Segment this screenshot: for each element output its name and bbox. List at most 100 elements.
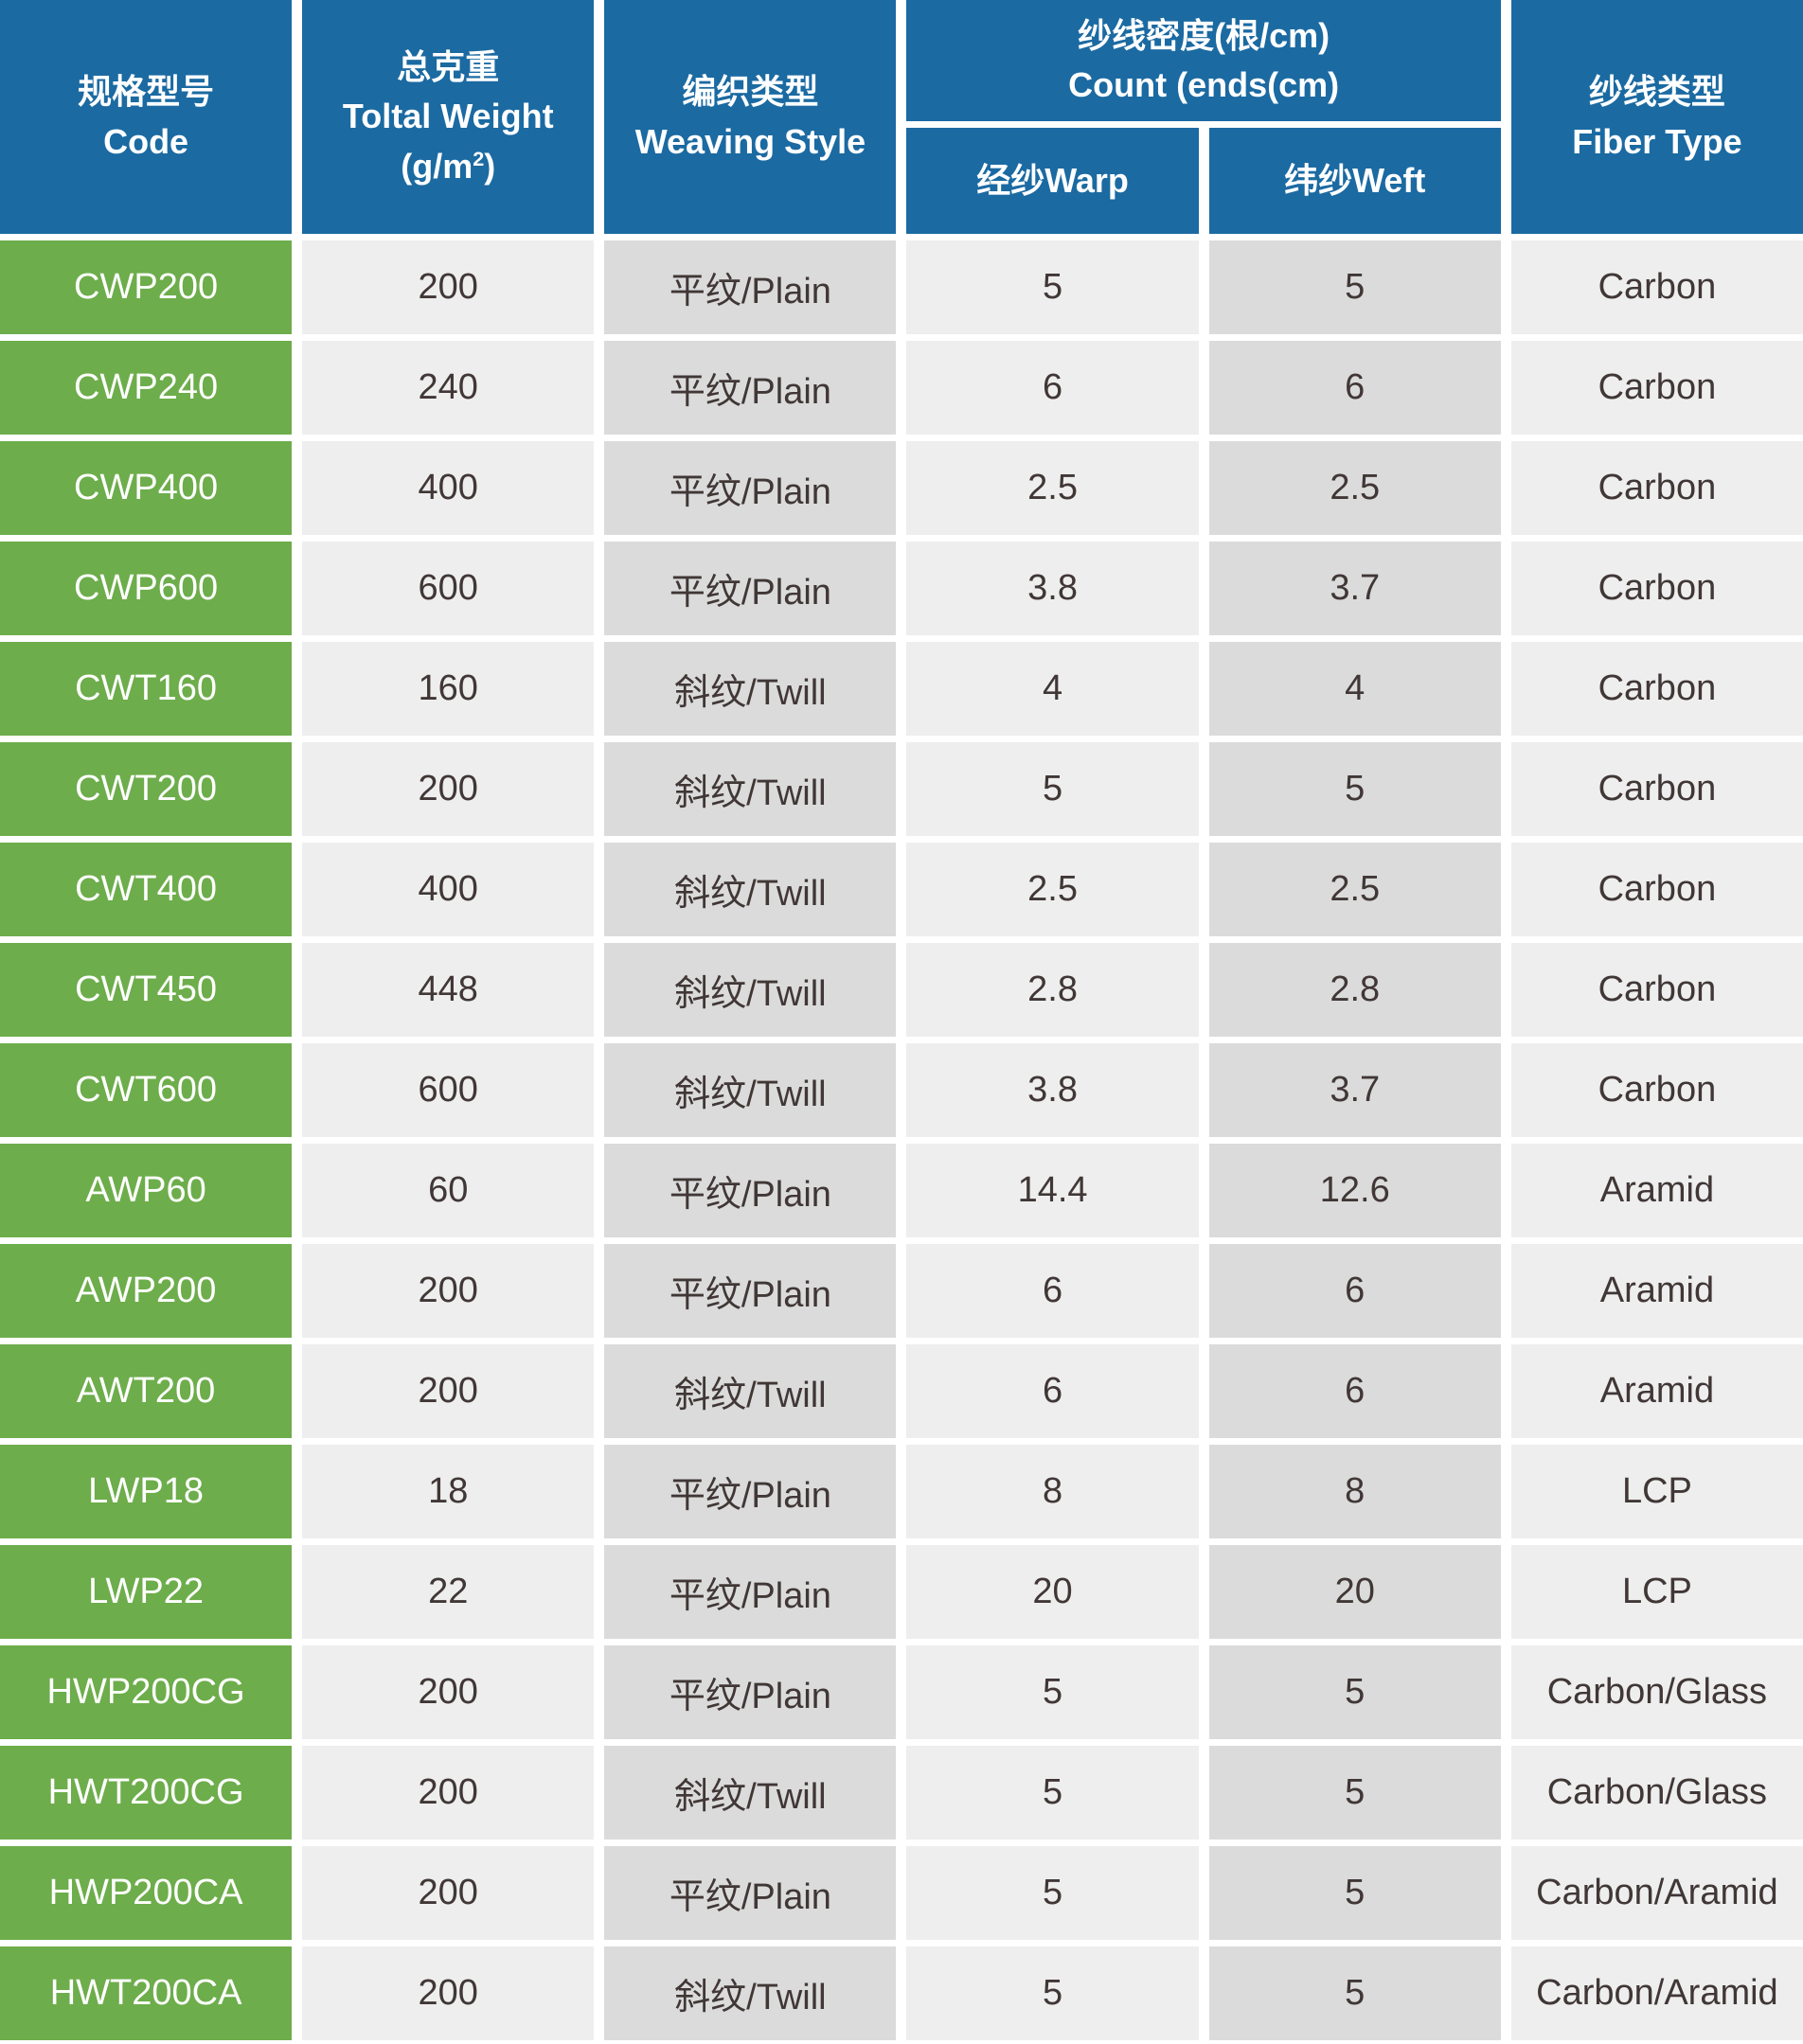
header-count-en: Count (ends(cm) <box>1068 65 1340 104</box>
weft-cell: 5 <box>1208 1846 1501 1940</box>
weft-cell: 8 <box>1208 1445 1501 1538</box>
header-weaving-style: 编织类型 Weaving Style <box>604 0 897 234</box>
header-warp-label: 经纱Warp <box>976 160 1129 200</box>
weft-cell: 5 <box>1208 240 1501 334</box>
fiber-cell: Carbon/Glass <box>1510 1645 1803 1739</box>
code-cell: CWT600 <box>0 1043 293 1137</box>
fiber-cell: Carbon <box>1510 742 1803 836</box>
code-cell: CWP600 <box>0 542 293 635</box>
weft-cell: 5 <box>1208 1946 1501 2040</box>
code-cell: AWT200 <box>0 1344 293 1438</box>
fiber-cell: Carbon <box>1510 1043 1803 1137</box>
header-yarn-count: 纱线密度(根/cm) Count (ends(cm) <box>906 0 1501 121</box>
weaving-cell: 斜纹/Twill <box>604 1746 897 1840</box>
code-cell: CWP400 <box>0 441 293 535</box>
weft-cell: 5 <box>1208 1645 1501 1739</box>
weaving-cell: 斜纹/Twill <box>604 742 897 836</box>
weight-cell: 600 <box>302 1043 595 1137</box>
fiber-cell: Carbon/Aramid <box>1510 1846 1803 1940</box>
header-weaving-en: Weaving Style <box>634 121 866 161</box>
weft-cell: 2.8 <box>1208 943 1501 1037</box>
code-cell: HWP200CG <box>0 1645 293 1739</box>
weaving-cell: 斜纹/Twill <box>604 943 897 1037</box>
weaving-cell: 斜纹/Twill <box>604 1946 897 2040</box>
header-weaving-zh: 编织类型 <box>682 72 819 112</box>
header-fiber-type: 纱线类型 Fiber Type <box>1510 0 1803 234</box>
warp-cell: 5 <box>906 1846 1199 1940</box>
weft-cell: 12.6 <box>1208 1144 1501 1237</box>
warp-cell: 5 <box>906 1746 1199 1840</box>
warp-cell: 6 <box>906 1244 1199 1338</box>
warp-cell: 8 <box>906 1445 1199 1538</box>
weight-cell: 240 <box>302 341 595 435</box>
weft-cell: 20 <box>1208 1545 1501 1639</box>
fiber-cell: Carbon <box>1510 843 1803 936</box>
code-cell: AWP60 <box>0 1144 293 1237</box>
header-total-weight: 总克重 Toltal Weight (g/m2) <box>302 0 595 234</box>
weight-cell: 22 <box>302 1545 595 1639</box>
weft-cell: 6 <box>1208 1344 1501 1438</box>
fiber-cell: Carbon <box>1510 542 1803 635</box>
weaving-cell: 斜纹/Twill <box>604 1344 897 1438</box>
warp-cell: 5 <box>906 742 1199 836</box>
weight-cell: 200 <box>302 1645 595 1739</box>
fiber-cell: LCP <box>1510 1445 1803 1538</box>
header-weight-en: Toltal Weight <box>342 97 554 136</box>
weight-cell: 200 <box>302 1846 595 1940</box>
weight-cell: 200 <box>302 1746 595 1840</box>
warp-cell: 3.8 <box>906 1043 1199 1137</box>
weft-cell: 6 <box>1208 1244 1501 1338</box>
weaving-cell: 斜纹/Twill <box>604 1043 897 1137</box>
header-weft: 纬纱Weft <box>1208 128 1501 234</box>
weft-cell: 5 <box>1208 742 1501 836</box>
fiber-cell: Aramid <box>1510 1244 1803 1338</box>
code-cell: CWT160 <box>0 642 293 736</box>
code-cell: CWT450 <box>0 943 293 1037</box>
code-cell: CWP240 <box>0 341 293 435</box>
code-cell: LWP18 <box>0 1445 293 1538</box>
weaving-cell: 平纹/Plain <box>604 1545 897 1639</box>
weight-cell: 600 <box>302 542 595 635</box>
code-cell: CWP200 <box>0 240 293 334</box>
weight-cell: 60 <box>302 1144 595 1237</box>
fiber-cell: Carbon <box>1510 642 1803 736</box>
header-fiber-zh: 纱线类型 <box>1588 72 1725 112</box>
fiber-cell: Carbon <box>1510 341 1803 435</box>
warp-cell: 3.8 <box>906 542 1199 635</box>
header-weft-label: 纬纱Weft <box>1284 160 1426 200</box>
weaving-cell: 平纹/Plain <box>604 542 897 635</box>
fiber-cell: Carbon <box>1510 240 1803 334</box>
fiber-cell: Carbon/Glass <box>1510 1746 1803 1840</box>
weight-cell: 200 <box>302 1344 595 1438</box>
code-cell: CWT200 <box>0 742 293 836</box>
weaving-cell: 斜纹/Twill <box>604 642 897 736</box>
weaving-cell: 平纹/Plain <box>604 341 897 435</box>
header-code-en: Code <box>103 121 189 161</box>
weaving-cell: 平纹/Plain <box>604 1445 897 1538</box>
header-warp: 经纱Warp <box>906 128 1199 234</box>
weaving-cell: 平纹/Plain <box>604 1645 897 1739</box>
warp-cell: 5 <box>906 240 1199 334</box>
weaving-cell: 平纹/Plain <box>604 1846 897 1940</box>
weight-cell: 200 <box>302 1946 595 2040</box>
fiber-cell: Carbon/Aramid <box>1510 1946 1803 2040</box>
warp-cell: 4 <box>906 642 1199 736</box>
weaving-cell: 平纹/Plain <box>604 240 897 334</box>
code-cell: CWT400 <box>0 843 293 936</box>
warp-cell: 5 <box>906 1645 1199 1739</box>
warp-cell: 6 <box>906 1344 1199 1438</box>
warp-cell: 6 <box>906 341 1199 435</box>
weight-cell: 200 <box>302 1244 595 1338</box>
weft-cell: 5 <box>1208 1746 1501 1840</box>
code-cell: AWP200 <box>0 1244 293 1338</box>
weaving-cell: 平纹/Plain <box>604 1244 897 1338</box>
weaving-cell: 平纹/Plain <box>604 441 897 535</box>
fiber-cell: Carbon <box>1510 441 1803 535</box>
header-code: 规格型号 Code <box>0 0 293 234</box>
weft-cell: 2.5 <box>1208 843 1501 936</box>
header-weight-unit: (g/m2) <box>401 146 496 186</box>
header-weight-unit-sup: 2 <box>473 146 485 170</box>
fiber-cell: Aramid <box>1510 1144 1803 1237</box>
